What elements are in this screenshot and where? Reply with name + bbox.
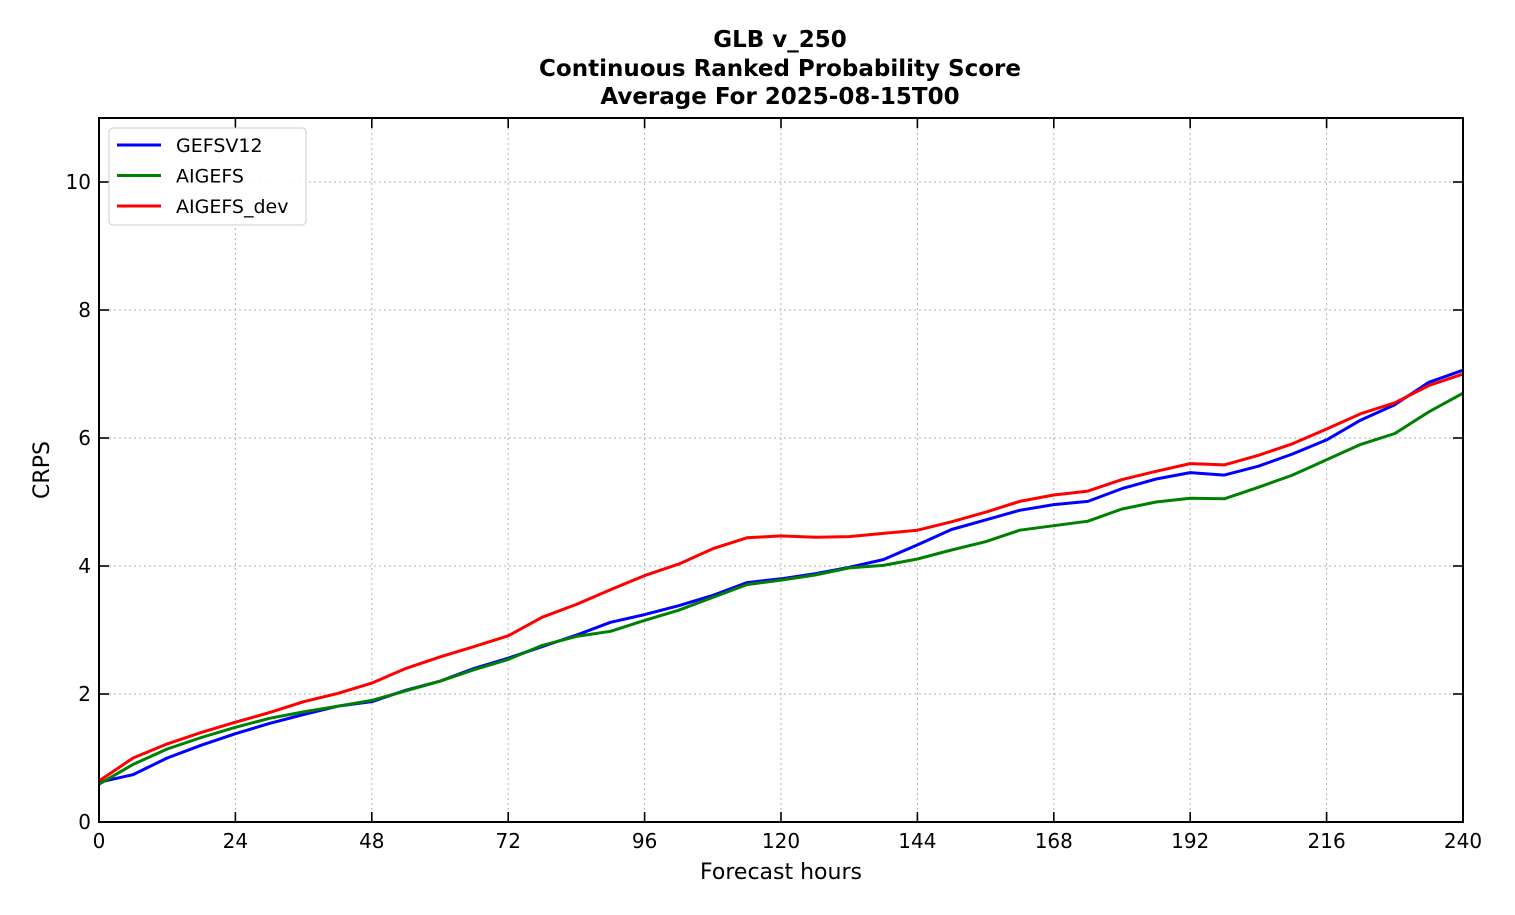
- series-line-gefsv12: [98, 368, 1464, 784]
- x-axis-label: Forecast hours: [700, 860, 862, 885]
- series-lines: [98, 368, 1464, 786]
- x-tick-label: 24: [223, 829, 248, 853]
- legend-label: AIGEFS: [176, 166, 244, 188]
- legend: GEFSV12 AIGEFS AIGEFS_dev: [108, 127, 307, 226]
- legend-label: AIGEFS_dev: [176, 196, 288, 218]
- y-tick-label: 4: [78, 554, 91, 578]
- x-tick-label: 72: [495, 829, 520, 853]
- y-tick-label: 10: [66, 170, 91, 194]
- y-tick-label: 0: [78, 810, 91, 834]
- x-tick-label: 0: [93, 829, 106, 853]
- title-line-2: Continuous Ranked Probability Score: [539, 55, 1021, 82]
- y-axis-label: CRPS: [30, 441, 55, 499]
- x-tick-label: 144: [898, 829, 936, 853]
- y-tick-label: 8: [78, 298, 91, 322]
- title-line-1: GLB v_250: [713, 27, 847, 53]
- x-tick-label: 96: [632, 829, 657, 853]
- series-line-aigefs: [98, 391, 1464, 786]
- x-tick-label: 168: [1035, 829, 1073, 853]
- chart-title: GLB v_250 Continuous Ranked Probability …: [0, 26, 1515, 112]
- x-tick-label: 120: [762, 829, 800, 853]
- y-tick-label: 6: [78, 426, 91, 450]
- legend-box: [108, 127, 307, 226]
- x-tick-label: 216: [1308, 829, 1346, 853]
- y-tick-label: 2: [78, 682, 91, 706]
- x-tick-label: 240: [1444, 829, 1482, 853]
- x-tick-label: 48: [359, 829, 384, 853]
- legend-label: GEFSV12: [176, 135, 263, 157]
- x-tick-label: 192: [1171, 829, 1209, 853]
- series-line-aigefs-dev: [98, 372, 1464, 783]
- title-line-3: Average For 2025-08-15T00: [600, 84, 960, 110]
